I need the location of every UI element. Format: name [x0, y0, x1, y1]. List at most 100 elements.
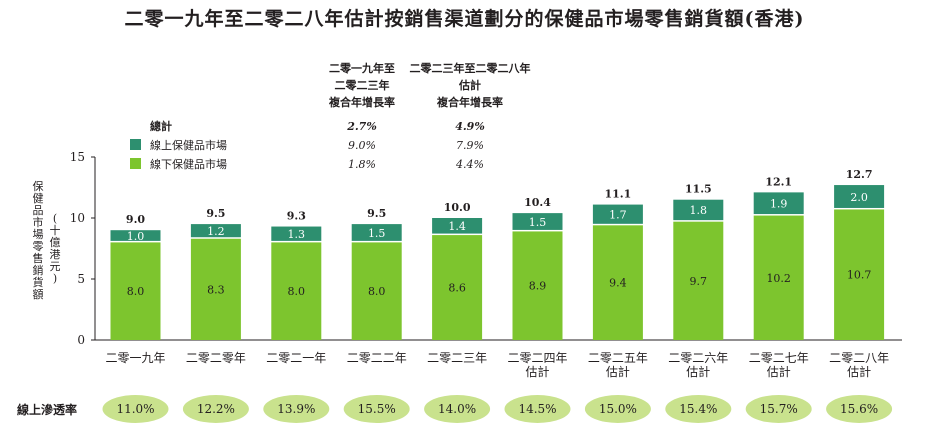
penetration-value: 14.5% [518, 402, 556, 416]
bar-offline-label: 8.9 [529, 280, 547, 293]
bar-offline-label: 8.0 [127, 285, 145, 298]
y-axis-title-char: 保 [33, 179, 44, 193]
bar-offline [432, 235, 483, 340]
bar-online [753, 192, 804, 215]
x-tick-label: 二零二六年 [668, 351, 728, 365]
x-tick-label: 估計 [606, 364, 630, 379]
bar-online-label: 1.2 [207, 225, 225, 238]
bar-online-label: 2.0 [850, 191, 868, 204]
penetration-ellipse [182, 395, 249, 423]
x-tick-label: 二零一九年 [105, 351, 165, 365]
x-tick-label: 二零二七年 [749, 351, 809, 365]
bar-online [592, 204, 643, 224]
penetration-value: 15.7% [760, 402, 798, 416]
bar-online-label: 1.0 [127, 230, 145, 243]
bar-online [432, 218, 483, 234]
y-axis-title-char: 銷 [33, 263, 44, 277]
bar-online [351, 224, 402, 241]
bar-online [673, 199, 724, 221]
y-axis-title-char: 品 [33, 204, 44, 217]
bar-online-label: 1.5 [529, 216, 547, 229]
bar-offline [190, 238, 241, 340]
penetration-ellipse [102, 395, 169, 423]
penetration-ellipse [745, 395, 812, 423]
cagr-value: 9.0% [348, 139, 376, 152]
penetration-ellipse [665, 395, 732, 423]
bar-offline-label: 9.7 [690, 275, 708, 288]
bar-total-label: 9.5 [367, 207, 386, 220]
bar-online-label: 1.9 [770, 197, 788, 210]
chart-title: 二零一九年至二零二八年估計按銷售渠道劃分的保健品市場零售銷貨額(香港) [124, 8, 805, 30]
x-tick-label: 估計 [767, 364, 791, 379]
cagr-header: 二零二三年至二零二八年 [410, 61, 531, 75]
bar-total-label: 9.0 [126, 213, 145, 226]
x-tick-label: 二零二三年 [427, 351, 487, 365]
y-axis-title-char: 市 [33, 215, 44, 229]
x-tick-label: 估計 [686, 364, 710, 379]
y-axis-title-char: 貨 [33, 275, 44, 289]
bar-offline [110, 242, 161, 340]
cagr-header: 複合年增長率 [328, 95, 395, 109]
x-tick-label: 二零二一年 [266, 351, 326, 365]
bar-total-label: 9.3 [287, 210, 306, 223]
bar-offline [673, 221, 724, 340]
bar-offline-label: 8.6 [448, 282, 466, 295]
bar-offline-label: 8.3 [207, 283, 225, 296]
bar-offline-label: 9.4 [609, 277, 627, 290]
bar-online [834, 185, 885, 208]
penetration-ellipse [504, 395, 571, 423]
cagr-value: 4.4% [455, 158, 484, 171]
bar-offline [753, 215, 804, 340]
penetration-value: 15.4% [679, 402, 717, 416]
penetration-ellipse [263, 395, 330, 423]
bar-total-label: 10.0 [444, 201, 471, 214]
cagr-header: 複合年增長率 [436, 95, 503, 109]
bar-offline [512, 231, 563, 340]
y-axis-title-char: 額 [33, 288, 44, 301]
penetration-ellipse [826, 395, 893, 423]
x-tick-label: 估計 [525, 364, 549, 379]
bar-offline [834, 209, 885, 340]
legend-swatch [130, 158, 141, 169]
y-tick-label: 10 [70, 211, 85, 225]
penetration-value: 15.6% [840, 402, 878, 416]
cagr-header: 二零二三年 [335, 78, 390, 92]
x-tick-label: 二零二二年 [347, 351, 407, 365]
bar-online-label: 1.3 [288, 228, 306, 241]
y-tick-label: 15 [70, 150, 85, 164]
y-axis-title-char: 零 [33, 240, 44, 253]
y-axis-unit-char: 億 [50, 236, 61, 249]
cagr-value: 1.8% [348, 158, 376, 171]
bar-offline-label: 10.2 [766, 272, 791, 285]
penetration-ellipse [424, 395, 491, 423]
penetration-value: 15.0% [599, 402, 637, 416]
bar-online [190, 224, 241, 238]
bar-offline-label: 10.7 [847, 269, 872, 282]
bar-total-label: 9.5 [206, 207, 225, 220]
penetration-value: 13.9% [277, 402, 315, 416]
x-tick-label: 二零二四年 [507, 351, 567, 365]
y-axis-title-char: 健 [33, 192, 44, 205]
x-tick-label: 二零二五年 [588, 351, 648, 365]
x-tick-label: 估計 [847, 364, 871, 379]
x-tick-label: 二零二八年 [829, 351, 889, 365]
bar-online-label: 1.4 [448, 220, 466, 233]
cagr-header: 估計 [458, 78, 481, 92]
bar-online-label: 1.8 [690, 204, 708, 217]
cagr-value: 7.9% [456, 139, 484, 152]
y-axis-title-char: 場 [33, 228, 44, 241]
bar-total-label: 11.1 [605, 188, 632, 201]
bar-online [110, 230, 161, 241]
bar-total-label: 12.1 [765, 175, 792, 188]
y-axis-unit-char: ) [53, 272, 57, 285]
legend-total-label: 總計 [150, 119, 172, 133]
penetration-value: 11.0% [116, 402, 154, 416]
penetration-ellipse [343, 395, 410, 423]
penetration-ellipse [584, 395, 651, 423]
y-axis-unit-char: 十 [50, 223, 61, 237]
y-tick-label: 0 [77, 333, 85, 347]
bar-offline [271, 242, 322, 340]
bar-offline [592, 225, 643, 340]
legend-label: 線下保健品市場 [150, 157, 227, 171]
